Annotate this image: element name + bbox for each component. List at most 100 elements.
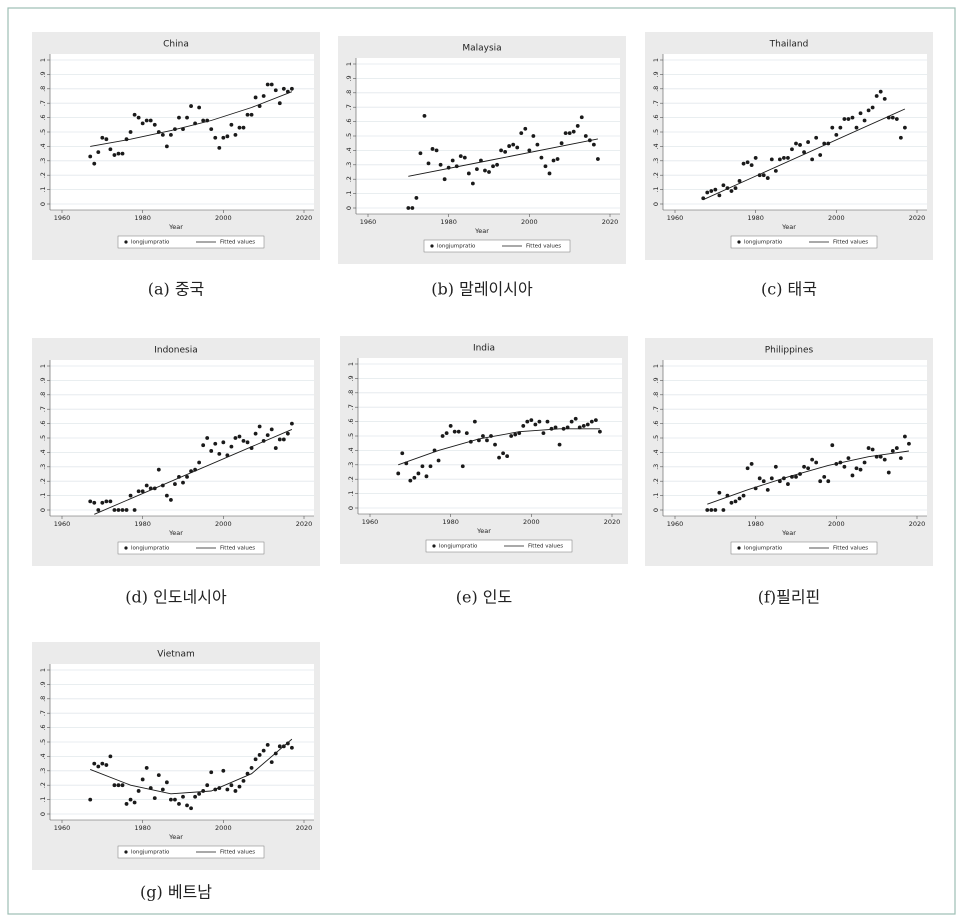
data-point (269, 82, 274, 87)
data-point (749, 163, 754, 168)
data-point (579, 115, 584, 120)
data-point (269, 760, 274, 765)
y-tick-label: 0 (39, 202, 47, 206)
x-tick-label: 1980 (440, 218, 457, 226)
data-point (537, 419, 542, 424)
data-point (424, 474, 429, 479)
x-axis-label: Year (474, 227, 489, 235)
data-point (177, 802, 181, 806)
data-point (185, 115, 189, 120)
y-tick-label: .2 (347, 476, 355, 482)
data-point (185, 803, 189, 808)
data-point (894, 117, 899, 121)
data-point (525, 419, 530, 424)
y-tick-label: .7 (347, 404, 355, 410)
data-point (428, 464, 433, 469)
data-point (822, 474, 827, 479)
x-tick-label: 2000 (828, 520, 845, 528)
x-tick-label: 2000 (215, 824, 232, 832)
y-tick-label: .6 (39, 420, 47, 426)
data-point (189, 104, 193, 108)
data-point (521, 424, 526, 428)
x-tick-label: 1980 (747, 520, 764, 528)
data-point (116, 783, 121, 788)
y-tick-label: .1 (39, 796, 47, 802)
data-point (729, 500, 734, 505)
y-tick-label: .1 (652, 492, 660, 498)
y-tick-label: .4 (652, 449, 660, 455)
data-point (547, 171, 552, 176)
data-point (116, 151, 121, 156)
data-point (448, 424, 453, 428)
data-point (112, 783, 117, 788)
data-point (233, 789, 238, 793)
legend-swatch (737, 546, 741, 550)
data-point (713, 187, 718, 192)
x-tick-label: 1960 (54, 520, 71, 528)
chart-title: Vietnam (157, 650, 195, 660)
data-point (503, 149, 508, 154)
data-point (277, 744, 282, 749)
legend-label: Fitted values (528, 544, 563, 550)
data-point (408, 478, 413, 483)
y-tick-label: .3 (652, 464, 660, 470)
data-point (745, 466, 750, 471)
x-tick-label: 1960 (54, 824, 71, 832)
data-point (241, 125, 246, 130)
data-point (581, 424, 586, 428)
fitted-line (90, 738, 293, 795)
data-point (290, 745, 294, 750)
data-point (862, 118, 867, 123)
data-point (794, 141, 798, 146)
data-point (571, 129, 576, 134)
data-point (406, 206, 411, 210)
data-point (434, 148, 439, 153)
data-point (485, 438, 489, 443)
y-tick-label: .9 (652, 377, 660, 383)
data-point (400, 451, 405, 456)
data-point (104, 137, 109, 142)
data-point (509, 434, 514, 438)
data-point (487, 170, 491, 174)
y-tick-label: .2 (39, 172, 47, 178)
data-point (479, 158, 483, 163)
data-point (491, 164, 495, 169)
data-point (88, 797, 93, 802)
data-point (890, 449, 895, 453)
y-tick-label: .3 (347, 462, 355, 468)
y-tick-label: .8 (347, 390, 355, 396)
y-tick-label: .1 (347, 490, 355, 496)
data-point (265, 742, 270, 747)
y-tick-label: .2 (652, 172, 660, 178)
data-point (148, 118, 153, 123)
data-point (245, 112, 250, 117)
data-point (589, 419, 594, 424)
y-tick-label: .7 (652, 406, 660, 412)
x-axis-label: Year (781, 223, 796, 231)
data-point (416, 471, 421, 476)
data-point (886, 470, 891, 475)
data-point (806, 140, 810, 144)
data-point (112, 153, 117, 157)
legend-label: Fitted values (220, 240, 255, 246)
y-tick-label: .8 (39, 392, 47, 398)
data-point (874, 94, 879, 98)
data-point (140, 121, 145, 126)
data-point (193, 794, 198, 799)
fitted-line (90, 91, 293, 147)
y-tick-label: .7 (39, 710, 47, 716)
data-point (237, 434, 242, 439)
data-point (541, 431, 546, 436)
x-tick-label: 1960 (667, 520, 684, 528)
data-point (842, 464, 847, 469)
data-point (225, 787, 230, 792)
x-tick-label: 2020 (296, 214, 313, 222)
data-point (88, 499, 93, 504)
y-tick-label: .4 (39, 753, 47, 759)
data-point (116, 508, 121, 512)
x-tick-label: 2000 (215, 520, 232, 528)
y-tick-label: .1 (652, 186, 660, 192)
data-point (241, 778, 246, 783)
data-point (277, 437, 282, 442)
data-point (466, 171, 471, 176)
